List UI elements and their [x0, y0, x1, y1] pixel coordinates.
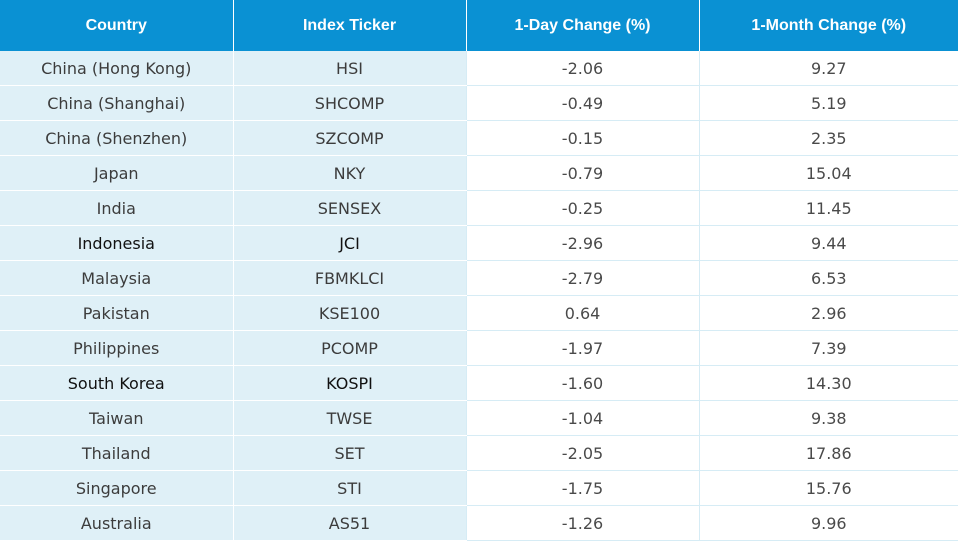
one-month-change-cell: 17.86 [699, 435, 958, 471]
one-month-change-cell: 14.30 [699, 365, 958, 401]
one-month-change-cell: 11.45 [699, 190, 958, 226]
one-day-change-cell: -1.97 [466, 330, 700, 366]
ticker-cell: SENSEX [233, 190, 467, 226]
one-day-change-cell: -2.06 [466, 51, 700, 86]
one-month-change-cell: 15.04 [699, 155, 958, 191]
country-cell: Australia [0, 505, 234, 541]
one-month-change-cell: 15.76 [699, 470, 958, 506]
one-month-change-cell: 5.19 [699, 85, 958, 121]
country-cell: China (Shanghai) [0, 85, 234, 121]
country-cell: Malaysia [0, 260, 234, 296]
ticker-cell: SZCOMP [233, 120, 467, 156]
table-row: Pakistan KSE100 0.64 2.96 [0, 295, 958, 331]
table-row: India SENSEX -0.25 11.45 [0, 190, 958, 226]
country-cell: India [0, 190, 234, 226]
one-day-change-cell: -0.25 [466, 190, 700, 226]
table-row: Philippines PCOMP -1.97 7.39 [0, 330, 958, 366]
table-body: China (Hong Kong) HSI -2.06 9.27 China (Shan… [0, 51, 958, 541]
table-row: Singapore STI -1.75 15.76 [0, 470, 958, 506]
country-cell: Taiwan [0, 400, 234, 436]
country-cell: China (Hong Kong) [0, 51, 234, 86]
ticker-cell: SET [233, 435, 467, 471]
country-cell: Thailand [0, 435, 234, 471]
one-month-change-cell: 6.53 [699, 260, 958, 296]
table-row: Malaysia FBMKLCI -2.79 6.53 [0, 260, 958, 296]
one-month-change-cell: 9.44 [699, 225, 958, 261]
table-row: Indonesia JCI -2.96 9.44 [0, 225, 958, 261]
header-row: Country Index Ticker 1-Day Change (%) 1-… [0, 0, 958, 51]
one-day-change-cell: -1.26 [466, 505, 700, 541]
one-month-change-cell: 2.96 [699, 295, 958, 331]
table-row: China (Shenzhen) SZCOMP -0.15 2.35 [0, 120, 958, 156]
one-day-change-cell: -2.05 [466, 435, 700, 471]
ticker-cell: NKY [233, 155, 467, 191]
one-month-change-cell: 2.35 [699, 120, 958, 156]
one-day-change-cell: -2.96 [466, 225, 700, 261]
ticker-cell: TWSE [233, 400, 467, 436]
one-day-change-cell: -1.04 [466, 400, 700, 436]
country-cell: Pakistan [0, 295, 234, 331]
one-day-change-cell: -0.15 [466, 120, 700, 156]
one-day-change-cell: -1.75 [466, 470, 700, 506]
ticker-cell: JCI [233, 225, 467, 261]
country-cell: China (Shenzhen) [0, 120, 234, 156]
ticker-cell: STI [233, 470, 467, 506]
table-row: Japan NKY -0.79 15.04 [0, 155, 958, 191]
header-index-ticker: Index Ticker [233, 0, 467, 51]
table-row: South Korea KOSPI -1.60 14.30 [0, 365, 958, 401]
country-cell: Indonesia [0, 225, 234, 261]
ticker-cell: KOSPI [233, 365, 467, 401]
ticker-cell: KSE100 [233, 295, 467, 331]
table-header: Country Index Ticker 1-Day Change (%) 1-… [0, 0, 958, 51]
table-row: Taiwan TWSE -1.04 9.38 [0, 400, 958, 436]
ticker-cell: SHCOMP [233, 85, 467, 121]
header-1-day-change: 1-Day Change (%) [466, 0, 700, 51]
one-day-change-cell: -0.49 [466, 85, 700, 121]
one-day-change-cell: 0.64 [466, 295, 700, 331]
country-cell: Singapore [0, 470, 234, 506]
country-cell: Japan [0, 155, 234, 191]
one-day-change-cell: -0.79 [466, 155, 700, 191]
table-row: Australia AS51 -1.26 9.96 [0, 505, 958, 541]
ticker-cell: AS51 [233, 505, 467, 541]
header-country: Country [0, 0, 234, 51]
one-month-change-cell: 9.38 [699, 400, 958, 436]
one-day-change-cell: -2.79 [466, 260, 700, 296]
table-row: China (Shanghai) SHCOMP -0.49 5.19 [0, 85, 958, 121]
ticker-cell: PCOMP [233, 330, 467, 366]
country-cell: Philippines [0, 330, 234, 366]
one-month-change-cell: 9.96 [699, 505, 958, 541]
table-row: China (Hong Kong) HSI -2.06 9.27 [0, 51, 958, 86]
ticker-cell: HSI [233, 51, 467, 86]
ticker-cell: FBMKLCI [233, 260, 467, 296]
one-month-change-cell: 7.39 [699, 330, 958, 366]
header-1-month-change: 1-Month Change (%) [699, 0, 958, 51]
country-cell: South Korea [0, 365, 234, 401]
one-month-change-cell: 9.27 [699, 51, 958, 86]
table-row: Thailand SET -2.05 17.86 [0, 435, 958, 471]
one-day-change-cell: -1.60 [466, 365, 700, 401]
